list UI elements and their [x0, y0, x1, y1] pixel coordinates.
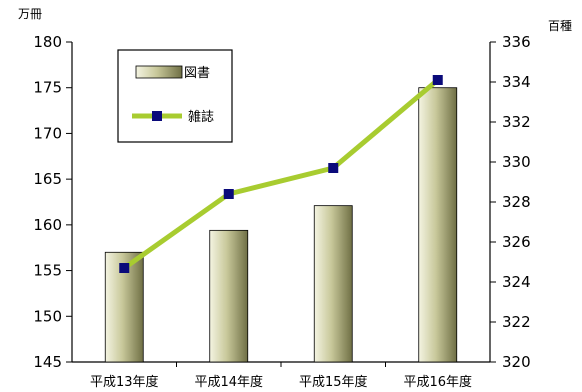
- x-tick-label: 平成15年度: [299, 374, 368, 390]
- legend-line-label: 雑誌: [188, 109, 214, 125]
- x-tick-label: 平成16年度: [403, 374, 472, 390]
- right-axis-unit: 百種: [548, 19, 572, 33]
- left-tick-label: 175: [33, 79, 62, 97]
- line-point: [223, 189, 234, 199]
- right-tick-label: 328: [502, 193, 531, 211]
- plot-area: 145 150 155 160 165 170 175 180 320 322 324 326 328 3…: [33, 33, 530, 390]
- legend-bar-swatch: [135, 65, 183, 79]
- legend-box: [117, 49, 233, 143]
- right-tick-label: 320: [502, 353, 531, 371]
- bar: [209, 229, 249, 363]
- line-point: [328, 163, 339, 173]
- left-tick-label: 170: [33, 124, 62, 142]
- legend-line-marker: [152, 111, 162, 121]
- right-tick-label: 336: [502, 33, 531, 51]
- left-tick-label: 165: [33, 170, 62, 188]
- line-point: [432, 75, 443, 85]
- legend-bar-label: 図書: [184, 66, 210, 81]
- left-axis-unit: 万冊: [18, 7, 42, 21]
- left-tick-label: 155: [33, 262, 62, 280]
- bar: [313, 205, 353, 363]
- left-tick-label: 150: [33, 307, 62, 325]
- right-tick-label: 322: [502, 313, 531, 331]
- left-tick-label: 145: [33, 353, 62, 371]
- left-tick-label: 180: [33, 33, 62, 51]
- right-tick-label: 324: [502, 273, 531, 291]
- x-tick-label: 平成14年度: [194, 374, 263, 390]
- left-tick-label: 160: [33, 216, 62, 234]
- right-tick-label: 330: [502, 153, 531, 171]
- right-tick-label: 326: [502, 233, 531, 251]
- line-point: [119, 263, 130, 273]
- legend: 図書 雑誌: [117, 49, 233, 143]
- right-tick-label: 334: [502, 73, 531, 91]
- right-tick-label: 332: [502, 113, 531, 131]
- line-series: [122, 78, 440, 271]
- x-tick-label: 平成13年度: [90, 374, 159, 390]
- bar: [418, 87, 458, 363]
